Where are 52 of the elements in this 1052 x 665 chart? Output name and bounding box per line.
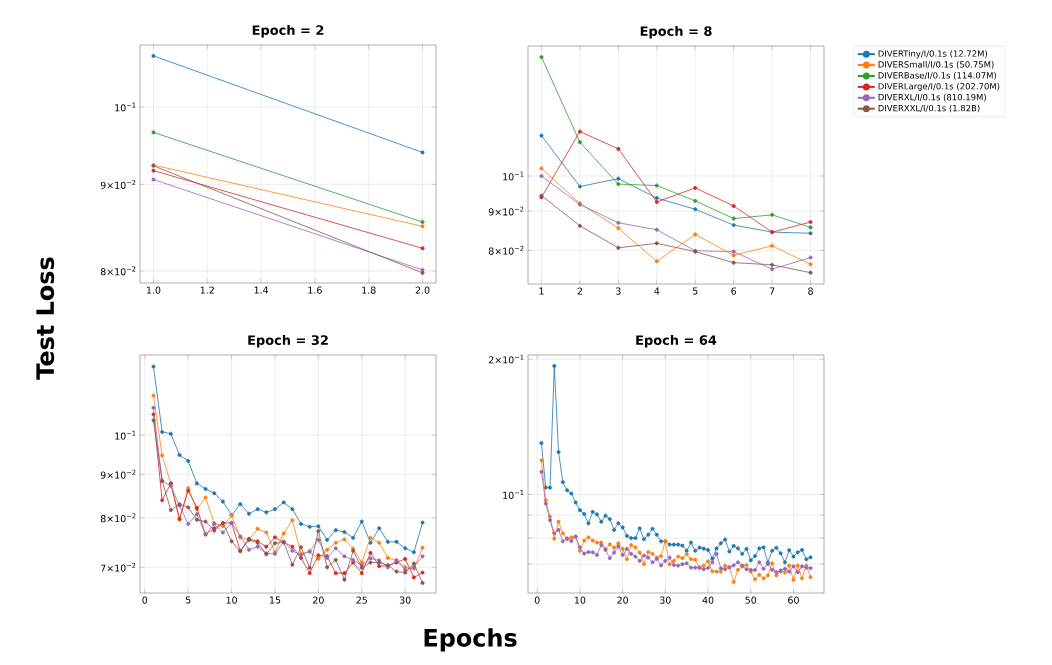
- x-tick-label: 40: [702, 596, 714, 604]
- x-tick-label: 5: [185, 596, 191, 604]
- x-tick-label: 0: [534, 596, 540, 604]
- chart-title: Epoch = 8: [640, 25, 712, 39]
- x-tick-label: 15: [270, 596, 281, 604]
- y-tick-label: 10$^{−1}$: [115, 102, 136, 112]
- x-tick-label: 1.0: [146, 286, 161, 294]
- y-tick-label: 8×10$^{−2}$: [100, 513, 136, 523]
- y-tick-label: 2×10$^{−1}$: [488, 354, 524, 364]
- chart-title: Epoch = 64: [636, 334, 717, 348]
- x-tick-label: 6: [731, 287, 737, 295]
- x-tick-label: 30: [660, 596, 671, 604]
- x-tick-label: 30: [399, 596, 411, 604]
- x-tick-label: 7: [769, 287, 775, 295]
- x-tick-label: 4: [654, 287, 660, 295]
- y-tick-label: 10$^{−1}$: [115, 430, 136, 440]
- x-tick-label: 1.8: [362, 286, 376, 294]
- x-tick-label: 1.6: [308, 286, 322, 294]
- legend-label: DIVERBase/I/0.1s (114.07M): [878, 72, 997, 80]
- x-tick-label: 50: [745, 596, 757, 604]
- y-tick-label: 9×10$^{−2}$: [100, 179, 136, 189]
- y-tick-label: 10$^{−1}$: [503, 490, 524, 499]
- y-tick-label: 10$^{−1}$: [503, 171, 524, 181]
- x-tick-label: 0: [142, 596, 148, 604]
- chart-title: Epoch = 2: [252, 24, 324, 38]
- x-tick-label: 5: [692, 287, 698, 295]
- x-tick-label: 10: [574, 596, 586, 604]
- legend-label: DIVERXL/I/0.1s (810.19M): [878, 93, 986, 102]
- x-tick-label: 10: [226, 596, 237, 604]
- chart-title: Epoch = 32: [248, 334, 328, 348]
- x-tick-label: 1.2: [200, 286, 214, 294]
- x-tick-label: 60: [788, 596, 799, 604]
- y-tick-label: 8×10$^{−2}$: [488, 245, 524, 255]
- x-tick-label: 8: [808, 287, 813, 295]
- legend-label: DIVERLarge/I/0.1s (202.70M): [878, 82, 1000, 92]
- x-tick-label: 25: [356, 596, 367, 604]
- y-tick-label: 9×10$^{−2}$: [100, 469, 136, 479]
- x-tick-label: 20: [313, 596, 324, 604]
- y-tick-label: 7×10$^{−2}$: [101, 562, 136, 572]
- y-tick-label: 8×10$^{−2}$: [100, 266, 136, 276]
- legend-label: DIVERSmall/I/0.1s (50.75M): [878, 61, 994, 69]
- legend-label: DIVERXXL/I/0.1s (1.82B): [878, 104, 980, 113]
- y-tick-label: 9×10$^{−2}$: [488, 206, 524, 216]
- x-axis-title: Epochs: [424, 628, 517, 652]
- legend-label: DIVERTiny/I/0.1s (12.72M): [878, 50, 988, 59]
- x-tick-label: 2.0: [415, 286, 430, 294]
- x-tick-label: 1.4: [254, 286, 269, 294]
- x-tick-label: 1: [539, 287, 544, 295]
- x-tick-label: 3: [616, 287, 621, 295]
- x-tick-label: 20: [617, 596, 629, 604]
- x-tick-label: 2: [577, 287, 582, 295]
- y-axis-title: Test Loss: [36, 257, 55, 380]
